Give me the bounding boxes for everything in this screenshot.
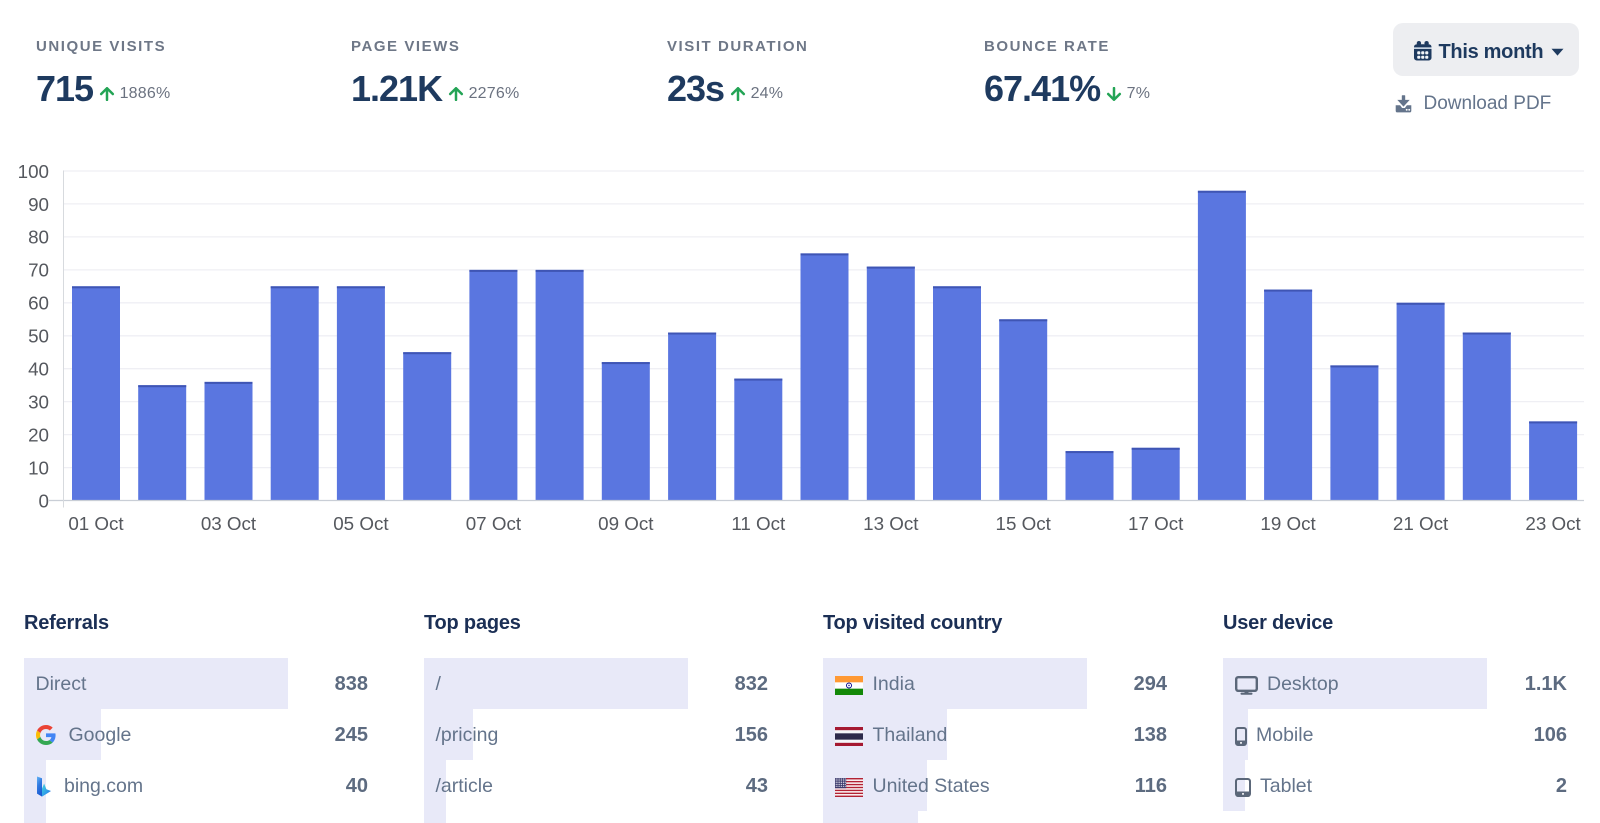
svg-text:03 Oct: 03 Oct <box>201 513 257 534</box>
svg-text:0: 0 <box>39 490 49 511</box>
svg-text:50: 50 <box>28 326 49 347</box>
svg-text:70: 70 <box>28 260 49 281</box>
svg-text:13 Oct: 13 Oct <box>863 513 919 534</box>
svg-text:11 Oct: 11 Oct <box>731 513 786 534</box>
svg-text:05 Oct: 05 Oct <box>333 513 389 534</box>
svg-text:01 Oct: 01 Oct <box>68 513 124 534</box>
svg-text:10: 10 <box>28 457 49 478</box>
svg-text:80: 80 <box>28 227 49 248</box>
svg-text:23 Oct: 23 Oct <box>1525 513 1581 534</box>
svg-text:21 Oct: 21 Oct <box>1393 513 1449 534</box>
svg-text:20: 20 <box>28 424 49 445</box>
svg-text:09 Oct: 09 Oct <box>598 513 654 534</box>
svg-text:30: 30 <box>28 391 49 412</box>
svg-text:19 Oct: 19 Oct <box>1260 513 1316 534</box>
svg-text:15 Oct: 15 Oct <box>996 513 1052 534</box>
svg-text:07 Oct: 07 Oct <box>466 513 522 534</box>
svg-text:90: 90 <box>28 194 49 215</box>
svg-text:40: 40 <box>28 359 49 380</box>
svg-text:100: 100 <box>18 161 49 182</box>
svg-text:60: 60 <box>28 293 49 314</box>
svg-text:17 Oct: 17 Oct <box>1128 513 1184 534</box>
